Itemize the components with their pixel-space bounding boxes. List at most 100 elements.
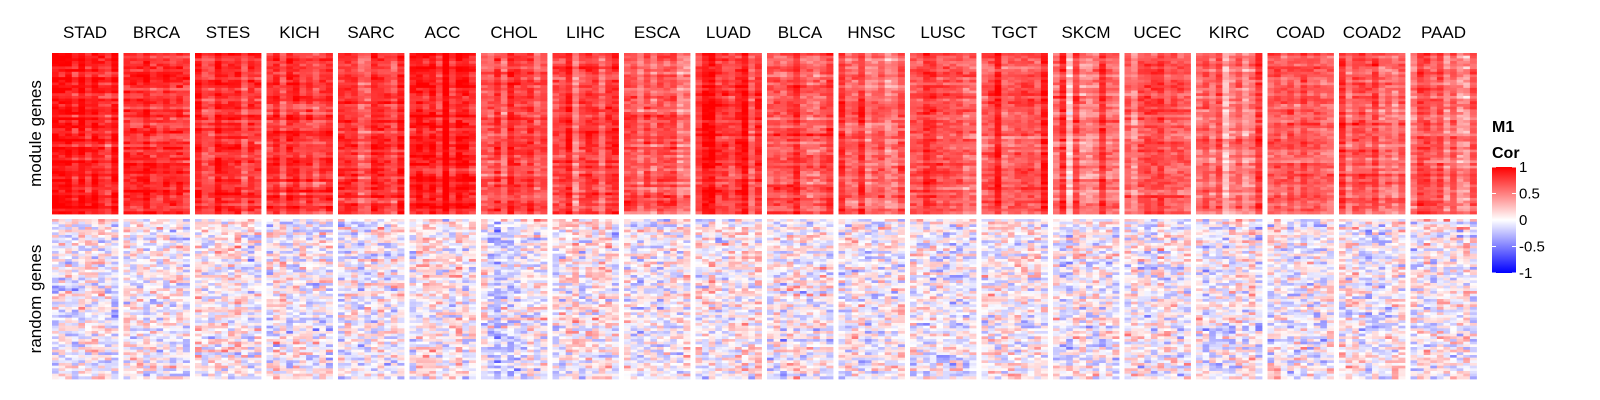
heatmap-cell: [71, 66, 79, 70]
heatmap-cell: [195, 141, 202, 145]
heatmap-cell: [228, 125, 235, 129]
heatmap-cell: [286, 296, 294, 300]
heatmap-cell: [273, 291, 281, 295]
heatmap-cell: [279, 325, 287, 329]
heatmap-cell: [111, 344, 119, 348]
heatmap-cell: [123, 315, 131, 319]
heatmap-cell: [91, 179, 99, 183]
heatmap-cell: [123, 312, 131, 316]
heatmap-cell: [91, 165, 99, 169]
heatmap-cell: [312, 277, 320, 281]
heatmap-cell: [195, 357, 202, 361]
heatmap-cell: [292, 168, 300, 172]
heatmap-cell: [273, 243, 281, 247]
heatmap-cell: [91, 288, 99, 292]
heatmap-cell: [292, 71, 300, 75]
heatmap-cell: [71, 251, 79, 255]
heatmap-cell: [52, 179, 59, 183]
heatmap-cell: [312, 195, 320, 199]
heatmap-cell: [266, 312, 274, 316]
heatmap-cell: [71, 365, 79, 369]
heatmap-cell: [104, 109, 112, 113]
heatmap-cell: [156, 208, 164, 212]
heatmap-cell: [123, 136, 131, 140]
heatmap-cell: [195, 103, 202, 108]
heatmap-cell: [111, 307, 119, 311]
heatmap-cell: [156, 117, 164, 121]
heatmap-cell: [111, 243, 119, 247]
heatmap-cell: [85, 331, 92, 335]
heatmap-cell: [123, 85, 131, 89]
heatmap-cell: [98, 296, 106, 300]
heatmap-cell: [228, 109, 235, 113]
heatmap-cell: [176, 125, 184, 129]
heatmap-cell: [91, 146, 99, 150]
heatmap-cell: [169, 82, 177, 86]
heatmap-cell: [299, 344, 307, 348]
heatmap-cell: [299, 349, 307, 353]
heatmap-cell: [234, 301, 242, 305]
heatmap-cell: [312, 103, 320, 108]
heatmap-cell: [254, 357, 262, 361]
heatmap-cell: [292, 160, 300, 164]
heatmap-cell: [52, 55, 59, 59]
heatmap-cell: [208, 179, 216, 183]
heatmap-cell: [169, 125, 177, 129]
heatmap-cell: [234, 122, 242, 126]
heatmap-cell: [143, 331, 151, 335]
heatmap-cell: [163, 58, 171, 62]
heatmap-cell: [306, 232, 314, 236]
heatmap-cell: [58, 293, 66, 297]
heatmap-cell: [228, 229, 235, 233]
heatmap-cell: [208, 144, 216, 148]
heatmap-cell: [123, 103, 131, 108]
heatmap-cell: [292, 192, 300, 196]
heatmap-cell: [65, 243, 73, 247]
heatmap-cell: [78, 184, 86, 188]
heatmap-cell: [266, 296, 274, 300]
heatmap-cell: [266, 363, 274, 367]
heatmap-cell: [306, 328, 314, 332]
heatmap-cell: [247, 267, 255, 271]
heatmap-cell: [130, 117, 138, 121]
heatmap-cell: [221, 264, 229, 268]
heatmap-cell: [111, 176, 119, 180]
heatmap-cell: [143, 146, 151, 150]
heatmap-cell: [85, 317, 92, 321]
heatmap-cell: [156, 122, 164, 126]
heatmap-cell: [312, 232, 320, 236]
heatmap-cell: [182, 141, 190, 145]
heatmap-cell: [299, 69, 307, 73]
heatmap-cell: [279, 336, 287, 340]
heatmap-cell: [254, 125, 262, 129]
heatmap-cell: [319, 200, 327, 204]
heatmap-cell: [123, 192, 131, 196]
heatmap-cell: [241, 229, 249, 233]
heatmap-cell: [169, 221, 177, 225]
heatmap-cell: [52, 133, 59, 137]
heatmap-cell: [78, 69, 86, 73]
heatmap-cell: [338, 69, 345, 73]
heatmap-cell: [156, 176, 164, 180]
heatmap-cell: [241, 221, 249, 225]
heatmap-cell: [195, 205, 202, 210]
heatmap-cell: [312, 357, 320, 361]
heatmap-cell: [111, 296, 119, 300]
heatmap-cell: [91, 376, 99, 380]
heatmap-cell: [78, 66, 86, 70]
heatmap-cell: [85, 365, 92, 369]
heatmap-cell: [111, 71, 119, 75]
heatmap-cell: [266, 245, 274, 249]
heatmap-cell: [176, 136, 184, 140]
heatmap-cell: [104, 149, 112, 153]
heatmap-cell: [78, 208, 86, 212]
heatmap-cell: [254, 259, 262, 263]
heatmap-cell: [228, 152, 235, 156]
heatmap-cell: [319, 179, 327, 183]
heatmap-cell: [71, 181, 79, 185]
heatmap-cell: [130, 272, 138, 276]
heatmap-cell: [85, 157, 92, 161]
heatmap-panels: [52, 53, 1477, 380]
heatmap-cell: [130, 192, 138, 196]
heatmap-cell: [98, 203, 106, 207]
